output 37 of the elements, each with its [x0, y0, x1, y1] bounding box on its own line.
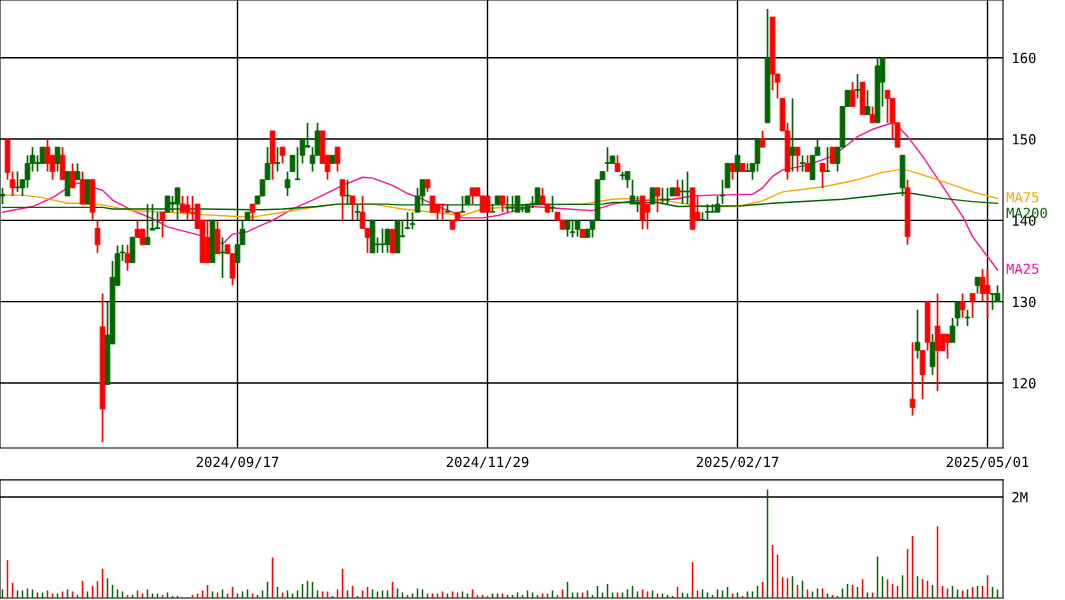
y-tick-label: 160	[1013, 52, 1036, 64]
candlestick	[914, 308, 921, 360]
x-tick-label: 2024/11/29	[446, 456, 529, 469]
series-label: MA25	[1006, 263, 1039, 275]
candlestick	[794, 146, 801, 173]
x-tick-label: 2025/02/17	[696, 456, 779, 469]
candlestick	[339, 178, 346, 222]
candlestick	[124, 243, 131, 272]
candlestick	[959, 292, 966, 319]
candlestick	[969, 292, 976, 319]
candlestick	[789, 97, 796, 173]
candlestick	[864, 89, 871, 116]
y-tick-label: 2M	[1012, 492, 1028, 503]
candlestick	[94, 219, 101, 254]
candlestick	[819, 162, 826, 189]
candlestick	[909, 341, 916, 417]
candlestick	[334, 146, 341, 173]
series-label: MA75	[1006, 192, 1039, 203]
y-tick-label: 150	[1013, 134, 1036, 145]
candlestick	[69, 162, 76, 189]
candlestick	[854, 73, 861, 100]
x-tick-label: 2024/09/17	[196, 456, 279, 469]
x-tick-label: 2025/05/01	[946, 456, 1029, 469]
candlestick	[54, 146, 61, 173]
candlestick	[389, 228, 396, 254]
candlestick	[349, 195, 356, 222]
candlestick	[679, 178, 686, 205]
y-tick-label: 120	[1013, 377, 1036, 389]
y-tick-label: 130	[1013, 296, 1036, 308]
candlestick	[824, 146, 831, 173]
candlestick	[284, 170, 291, 197]
candlestick	[274, 146, 281, 173]
line-series	[1, 122, 999, 271]
candlestick	[654, 186, 661, 214]
candlestick	[849, 81, 856, 108]
candlestick	[159, 211, 166, 239]
candlestick	[219, 236, 226, 279]
